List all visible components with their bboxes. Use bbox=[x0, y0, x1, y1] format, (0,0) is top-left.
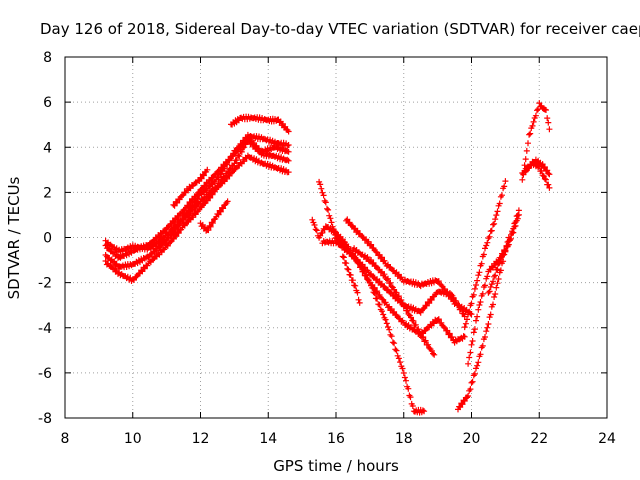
chart-title: Day 126 of 2018, Sidereal Day-to-day VTE… bbox=[40, 20, 640, 38]
x-tick-label: 22 bbox=[530, 431, 548, 447]
series-track-5 bbox=[170, 166, 211, 209]
series-marks bbox=[343, 216, 475, 318]
y-tick-label: -4 bbox=[38, 321, 52, 337]
series-track-10 bbox=[319, 237, 468, 320]
series-marks bbox=[522, 156, 553, 178]
series-track-13 bbox=[339, 253, 363, 306]
series-marks bbox=[170, 166, 211, 209]
y-tick-label: 8 bbox=[43, 50, 52, 66]
series-marks bbox=[519, 100, 553, 183]
series-marks bbox=[461, 178, 509, 331]
series-track-20 bbox=[522, 156, 553, 178]
series-marks bbox=[102, 152, 292, 284]
y-tick-label: -6 bbox=[38, 366, 52, 382]
x-tick-label: 16 bbox=[327, 431, 345, 447]
y-tick-label: 2 bbox=[43, 185, 52, 201]
series-marks bbox=[339, 253, 363, 306]
x-tick-label: 24 bbox=[598, 431, 616, 447]
y-tick-label: -2 bbox=[38, 276, 52, 292]
series-track-12 bbox=[349, 245, 468, 346]
series-marks bbox=[349, 245, 468, 346]
series-track-9 bbox=[316, 178, 428, 416]
x-tick-label: 14 bbox=[259, 431, 277, 447]
series-marks bbox=[319, 237, 468, 320]
series-marks bbox=[316, 178, 428, 416]
x-tick-label: 10 bbox=[124, 431, 142, 447]
series-marks bbox=[102, 131, 292, 255]
series-track-18 bbox=[519, 100, 553, 183]
x-tick-label: 18 bbox=[395, 431, 413, 447]
x-tick-label: 20 bbox=[463, 431, 481, 447]
x-axis-label: GPS time / hours bbox=[273, 457, 399, 475]
series-track-4 bbox=[102, 131, 292, 255]
series-track-3 bbox=[102, 152, 292, 284]
series-track-17 bbox=[485, 207, 522, 296]
series-track-14 bbox=[455, 234, 512, 413]
y-tick-label: 6 bbox=[43, 95, 52, 111]
series-marks bbox=[197, 198, 231, 234]
x-tick-label: 8 bbox=[61, 431, 70, 447]
series-marks bbox=[485, 207, 522, 296]
series-marks bbox=[455, 234, 512, 413]
x-tick-label: 12 bbox=[192, 431, 210, 447]
y-tick-label: 0 bbox=[43, 231, 52, 247]
series-track-16 bbox=[461, 178, 509, 331]
y-tick-label: 4 bbox=[43, 140, 52, 156]
data-marks bbox=[102, 100, 553, 416]
y-tick-label: -8 bbox=[38, 411, 52, 427]
series-track-6 bbox=[197, 198, 231, 234]
y-axis-label: SDTVAR / TECUs bbox=[5, 176, 23, 299]
series-marks bbox=[228, 113, 292, 135]
series-track-11 bbox=[343, 216, 475, 318]
series-track-7 bbox=[228, 113, 292, 135]
